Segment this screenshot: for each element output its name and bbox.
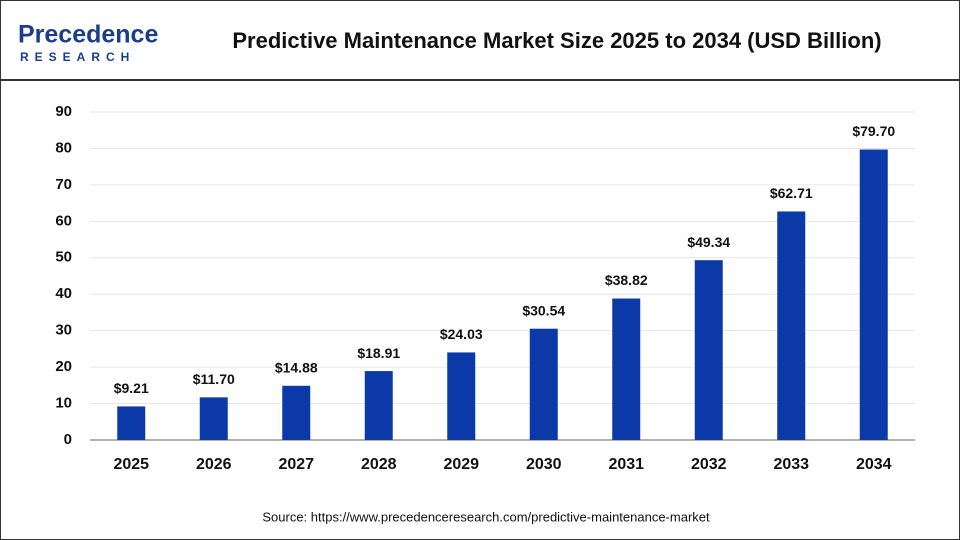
- y-tick-label: 70: [55, 176, 72, 193]
- value-label: $18.91: [357, 345, 400, 361]
- x-tick-label: 2027: [278, 456, 314, 473]
- x-tick-label: 2034: [856, 456, 892, 473]
- bar: [364, 371, 393, 440]
- x-tick-label: 2026: [196, 456, 232, 473]
- y-tick-label: 0: [64, 431, 72, 448]
- bar: [117, 406, 146, 440]
- logo-name: Precedence: [18, 21, 158, 49]
- y-tick-label: 80: [55, 139, 72, 156]
- y-tick-label: 20: [55, 358, 72, 375]
- y-tick-label: 60: [55, 212, 72, 229]
- x-tick-label: 2028: [361, 456, 397, 473]
- source-note: Source: https://www.precedenceresearch.c…: [262, 509, 710, 524]
- value-label: $49.34: [687, 234, 730, 250]
- value-label: $38.82: [605, 272, 648, 288]
- y-tick-label: 50: [55, 249, 72, 266]
- bar: [447, 352, 476, 440]
- y-tick-label: 90: [55, 103, 72, 120]
- chart-title: Predictive Maintenance Market Size 2025 …: [232, 28, 881, 53]
- y-tick-label: 10: [55, 395, 72, 412]
- y-tick-label: 40: [55, 285, 72, 302]
- value-label: $14.88: [275, 359, 318, 375]
- x-tick-label: 2025: [113, 456, 149, 473]
- bar: [199, 397, 228, 440]
- bar: [694, 260, 723, 440]
- value-label: $9.21: [114, 380, 149, 396]
- bar: [859, 149, 888, 440]
- y-tick-label: 30: [55, 322, 72, 339]
- bar: [777, 211, 806, 440]
- x-tick-label: 2029: [443, 456, 479, 473]
- logo-tagline: RESEARCH: [20, 50, 135, 64]
- x-tick-label: 2030: [526, 456, 562, 473]
- value-label: $79.70: [852, 123, 895, 139]
- x-tick-label: 2032: [691, 456, 727, 473]
- value-label: $24.03: [440, 326, 483, 342]
- bar: [529, 328, 558, 440]
- bar: [612, 298, 641, 440]
- x-tick-label: 2031: [608, 456, 644, 473]
- value-label: $30.54: [522, 302, 565, 318]
- x-tick-label: 2033: [773, 456, 809, 473]
- value-label: $11.70: [193, 371, 235, 387]
- value-label: $62.71: [770, 185, 813, 201]
- bar: [282, 385, 311, 440]
